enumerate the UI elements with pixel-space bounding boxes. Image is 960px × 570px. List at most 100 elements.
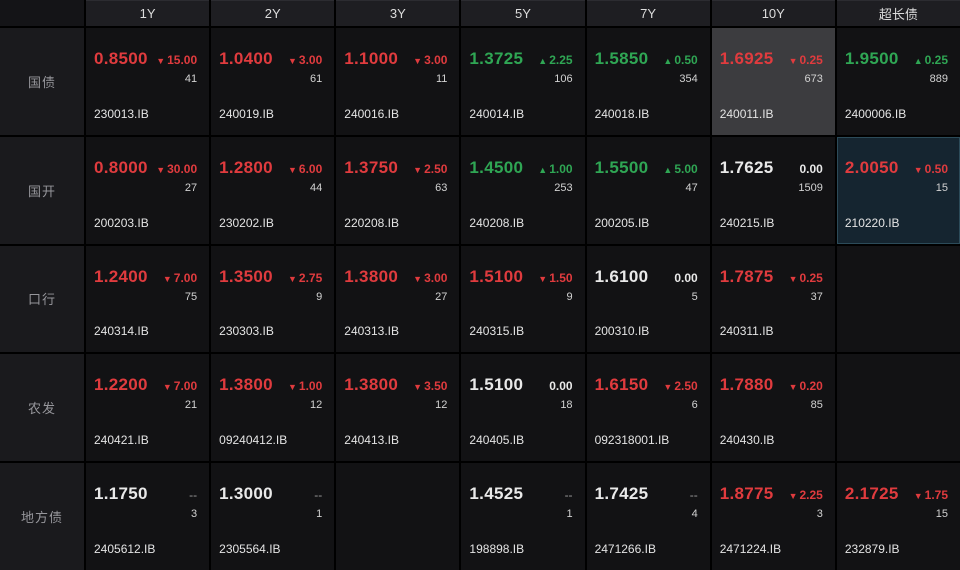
yield-value: 1.6925	[719, 49, 774, 68]
quote-cell[interactable]: 1.3800 ▼ 3.00 27 240313.IB	[336, 245, 460, 353]
change-number: 0.00	[549, 379, 573, 394]
bond-code: 240430.IB	[719, 433, 775, 448]
bond-code: 092318001.IB	[594, 433, 670, 448]
quote-topline: 1.6925 ▼ 0.25	[720, 49, 823, 69]
row-label: 地方债	[0, 463, 84, 570]
quote-cell[interactable]: 1.3800 ▼ 1.00 12 09240412.IB	[211, 354, 335, 462]
volume-value: 1509	[798, 181, 823, 194]
quote-cell[interactable]: 1.7880 ▼ 0.20 85 240430.IB	[711, 354, 835, 462]
bond-code: 240315.IB	[469, 324, 525, 339]
change-value: --	[312, 488, 322, 502]
row-label: 国债	[0, 28, 84, 135]
quote-topline: 2.0050 ▼ 0.50	[845, 158, 948, 178]
quote-cell[interactable]: 1.3800 ▼ 3.50 12 240413.IB	[336, 354, 460, 462]
column-header: 2Y	[211, 0, 335, 26]
change-arrow-icon: ▼	[663, 382, 673, 393]
change-number: 0.50	[674, 53, 698, 67]
bond-code: 240413.IB	[344, 433, 399, 448]
quote-cell[interactable]: 1.9500 ▲ 0.25 889 2400006.IB	[836, 28, 960, 135]
quote-cell[interactable]: 1.2400 ▼ 7.00 75 240314.IB	[86, 245, 210, 353]
bond-code: 2471266.IB	[594, 542, 656, 556]
yield-value: 1.3800	[344, 266, 399, 286]
quote-cell[interactable]: 1.4500 ▲ 1.00 253 240208.IB	[461, 136, 585, 244]
quote-cell[interactable]: 1.0400 ▼ 3.00 61 240019.IB	[211, 28, 335, 135]
change-arrow-icon: ▼	[788, 56, 798, 66]
bond-code: 230202.IB	[219, 215, 274, 230]
change-number: 7.00	[173, 270, 198, 285]
quote-topline: 1.3750 ▼ 2.50	[344, 158, 447, 178]
quote-cell[interactable]: 0.8000 ▼ 30.00 27 200203.IB	[86, 136, 210, 244]
quote-cell[interactable]: 1.5500 ▲ 5.00 47 200205.IB	[586, 136, 710, 244]
change-number: 1.00	[298, 379, 323, 394]
quote-cell[interactable]: 2.1725 ▼ 1.75 15 232879.IB	[836, 463, 960, 570]
quote-cell[interactable]: 1.1000 ▼ 3.00 11 240016.IB	[336, 28, 460, 135]
change-number: 2.75	[298, 270, 323, 285]
quote-cell[interactable]: 1.6925 ▼ 0.25 673 240011.IB	[711, 28, 835, 135]
quote-cell[interactable]: 1.6150 ▼ 2.50 6 092318001.IB	[586, 354, 710, 462]
quote-cell[interactable]: 1.1750 -- 3 2405612.IB	[86, 463, 210, 570]
yield-value: 0.8500	[94, 49, 148, 68]
bond-code: 240011.IB	[719, 106, 774, 121]
quote-cell[interactable]: 1.5100 ▼ 1.50 9 240315.IB	[461, 245, 585, 353]
quote-cell[interactable]: 1.4525 -- 1 198898.IB	[461, 463, 585, 570]
yield-value: 1.6150	[594, 375, 649, 395]
change-value: ▼ 2.75	[288, 271, 322, 285]
change-number: 15.00	[167, 53, 198, 67]
quote-topline: 1.3800 ▼ 1.00	[219, 375, 322, 395]
volume-value: 61	[310, 73, 323, 85]
change-value: ▼ 15.00	[156, 53, 197, 67]
quote-topline: 1.8775 ▼ 2.25	[720, 484, 823, 504]
quote-cell[interactable]: 1.3500 ▼ 2.75 9 230303.IB	[211, 245, 335, 353]
quote-cell[interactable]: 1.6100 0.00 5 200310.IB	[586, 245, 710, 353]
bond-code: 240018.IB	[594, 106, 650, 121]
quote-topline: 0.8000 ▼ 30.00	[94, 158, 197, 178]
quote-topline: 1.5100 ▼ 1.50	[469, 267, 572, 287]
change-number: 0.20	[799, 379, 823, 394]
change-arrow-icon: ▲	[663, 164, 673, 175]
change-arrow-icon: ▼	[788, 273, 798, 284]
quote-cell[interactable]: 1.8775 ▼ 2.25 3 2471224.IB	[711, 463, 835, 570]
quote-cell[interactable]: 1.3000 -- 1 2305564.IB	[211, 463, 335, 570]
corner-cell	[0, 0, 84, 26]
change-arrow-icon: ▼	[413, 56, 423, 66]
quote-topline: 1.3500 ▼ 2.75	[219, 267, 322, 287]
change-arrow-icon: ▼	[413, 164, 423, 175]
volume-value: 4	[691, 508, 698, 521]
quote-topline: 1.7875 ▼ 0.25	[720, 267, 823, 287]
quote-cell[interactable]: 1.2200 ▼ 7.00 21 240421.IB	[86, 354, 210, 462]
change-arrow-icon: ▼	[288, 273, 297, 284]
bond-code: 240019.IB	[219, 106, 274, 121]
quote-cell[interactable]: 1.5850 ▲ 0.50 354 240018.IB	[586, 28, 710, 135]
change-value: ▲ 0.25	[914, 53, 948, 67]
change-arrow-icon: ▼	[913, 491, 923, 502]
change-value: ▼ 3.00	[288, 53, 322, 67]
quote-cell[interactable]: 0.8500 ▼ 15.00 41 230013.IB	[86, 28, 210, 135]
volume-value: 15	[935, 508, 948, 521]
quote-cell[interactable]: 1.7625 0.00 1509 240215.IB	[711, 136, 835, 244]
change-number: 0.25	[924, 53, 948, 67]
volume-value: 18	[560, 399, 573, 412]
change-value: --	[688, 488, 698, 502]
quote-cell[interactable]: 1.7425 -- 4 2471266.IB	[586, 463, 710, 570]
volume-value: 12	[310, 399, 323, 412]
quote-cell[interactable]: 1.2800 ▼ 6.00 44 230202.IB	[211, 136, 335, 244]
yield-value: 1.7425	[594, 484, 649, 504]
quote-cell[interactable]: 2.0050 ▼ 0.50 15 210220.IB	[836, 136, 960, 244]
quote-cell[interactable]: 1.7875 ▼ 0.25 37 240311.IB	[711, 245, 835, 353]
quote-topline: 1.4525 --	[469, 484, 572, 504]
quote-cell[interactable]: 1.3725 ▲ 2.25 106 240014.IB	[461, 28, 585, 135]
quote-cell[interactable]: 1.5100 0.00 18 240405.IB	[461, 354, 585, 462]
yield-value: 1.7625	[719, 157, 774, 177]
yield-value: 1.5850	[594, 49, 649, 68]
change-value: ▲ 2.25	[538, 53, 572, 67]
empty-quote-cell	[836, 245, 960, 353]
yield-value: 1.5100	[469, 266, 524, 286]
column-header-label: 10Y	[761, 6, 785, 21]
quote-cell[interactable]: 1.3750 ▼ 2.50 63 220208.IB	[336, 136, 460, 244]
yield-value: 2.0050	[844, 157, 899, 177]
yield-value: 1.8775	[719, 484, 774, 504]
change-number: 2.25	[799, 488, 823, 503]
bond-code: 200310.IB	[594, 324, 650, 339]
change-number: --	[314, 488, 323, 503]
change-number: 2.25	[549, 53, 573, 67]
